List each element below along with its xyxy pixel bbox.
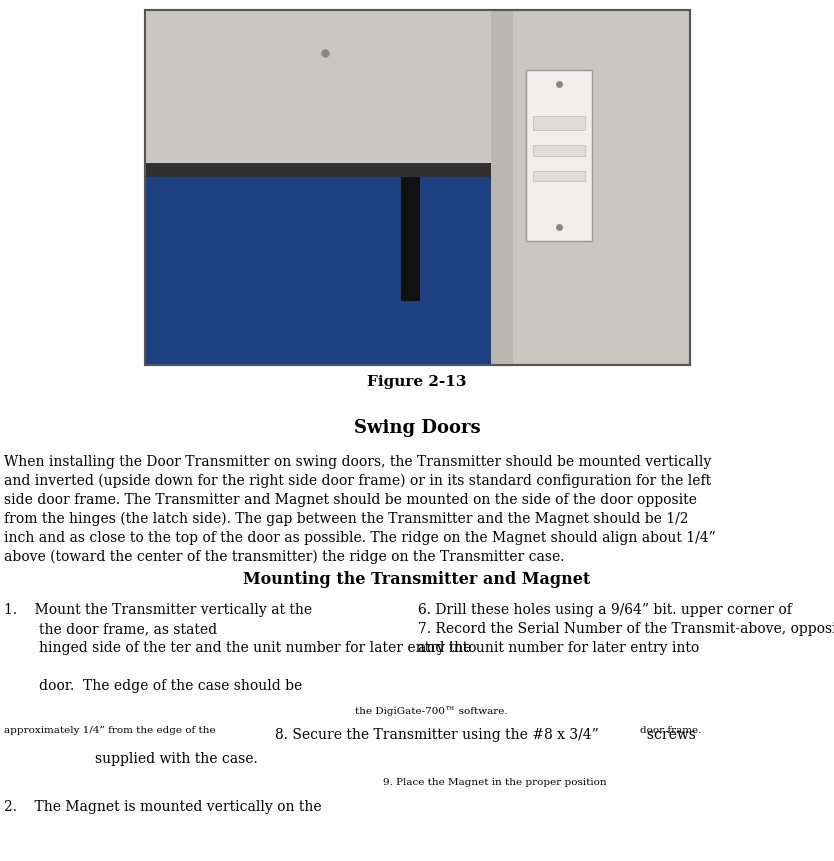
Text: 1.    Mount the Transmitter vertically at the: 1. Mount the Transmitter vertically at t… <box>4 603 312 617</box>
Text: above (toward the center of the transmitter) the ridge on the Transmitter case.: above (toward the center of the transmit… <box>4 550 565 565</box>
Text: 6. Drill these holes using a 9/64” bit. upper corner of: 6. Drill these holes using a 9/64” bit. … <box>418 603 791 617</box>
Bar <box>491 10 513 365</box>
Text: When installing the Door Transmitter on swing doors, the Transmitter should be m: When installing the Door Transmitter on … <box>4 455 711 469</box>
Text: door frame.: door frame. <box>640 726 701 735</box>
Bar <box>526 71 592 241</box>
Text: Swing Doors: Swing Doors <box>354 419 480 437</box>
Text: door.  The edge of the case should be: door. The edge of the case should be <box>4 679 302 693</box>
Text: inch and as close to the top of the door as possible. The ridge on the Magnet sh: inch and as close to the top of the door… <box>4 531 716 545</box>
Text: 8. Secure the Transmitter using the #8 x 3/4”           screws: 8. Secure the Transmitter using the #8 x… <box>275 728 696 742</box>
Bar <box>533 116 585 130</box>
Bar <box>533 146 585 156</box>
Bar <box>145 10 690 365</box>
Text: 9. Place the Magnet in the proper position: 9. Place the Magnet in the proper positi… <box>383 778 606 787</box>
Text: Mounting the Transmitter and Magnet: Mounting the Transmitter and Magnet <box>244 572 590 589</box>
Text: Figure 2-13: Figure 2-13 <box>367 375 467 389</box>
Text: 2.    The Magnet is mounted vertically on the: 2. The Magnet is mounted vertically on t… <box>4 800 322 814</box>
Text: hinged side of the ter and the unit number for later entry into: hinged side of the ter and the unit numb… <box>4 641 476 655</box>
Text: the DigiGate-700™ software.: the DigiGate-700™ software. <box>355 706 508 715</box>
Text: from the hinges (the latch side). The gap between the Transmitter and the Magnet: from the hinges (the latch side). The ga… <box>4 512 689 526</box>
Bar <box>145 10 690 365</box>
Bar <box>145 10 491 163</box>
Bar <box>401 177 420 301</box>
Text: 7. Record the Serial Number of the Transmit-above, opposite the: 7. Record the Serial Number of the Trans… <box>418 622 834 636</box>
Text: supplied with the case.: supplied with the case. <box>95 752 258 766</box>
Bar <box>145 177 491 365</box>
Text: and inverted (upside down for the right side door frame) or in its standard conf: and inverted (upside down for the right … <box>4 474 711 488</box>
Bar <box>533 170 585 181</box>
Text: side door frame. The Transmitter and Magnet should be mounted on the side of the: side door frame. The Transmitter and Mag… <box>4 493 697 507</box>
Text: and the unit number for later entry into: and the unit number for later entry into <box>418 641 699 655</box>
Text: the door frame, as stated: the door frame, as stated <box>4 622 217 636</box>
Bar <box>145 163 491 177</box>
Text: approximately 1/4” from the edge of the: approximately 1/4” from the edge of the <box>4 726 216 735</box>
